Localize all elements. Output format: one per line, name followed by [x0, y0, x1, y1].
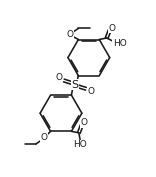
Text: HO: HO	[73, 140, 87, 149]
Text: O: O	[88, 87, 95, 96]
Text: S: S	[71, 80, 78, 90]
Text: O: O	[40, 133, 47, 142]
Text: O: O	[81, 118, 88, 127]
Text: HO: HO	[113, 39, 126, 48]
Text: O: O	[66, 30, 73, 39]
Text: O: O	[55, 73, 62, 82]
Text: O: O	[109, 24, 116, 33]
